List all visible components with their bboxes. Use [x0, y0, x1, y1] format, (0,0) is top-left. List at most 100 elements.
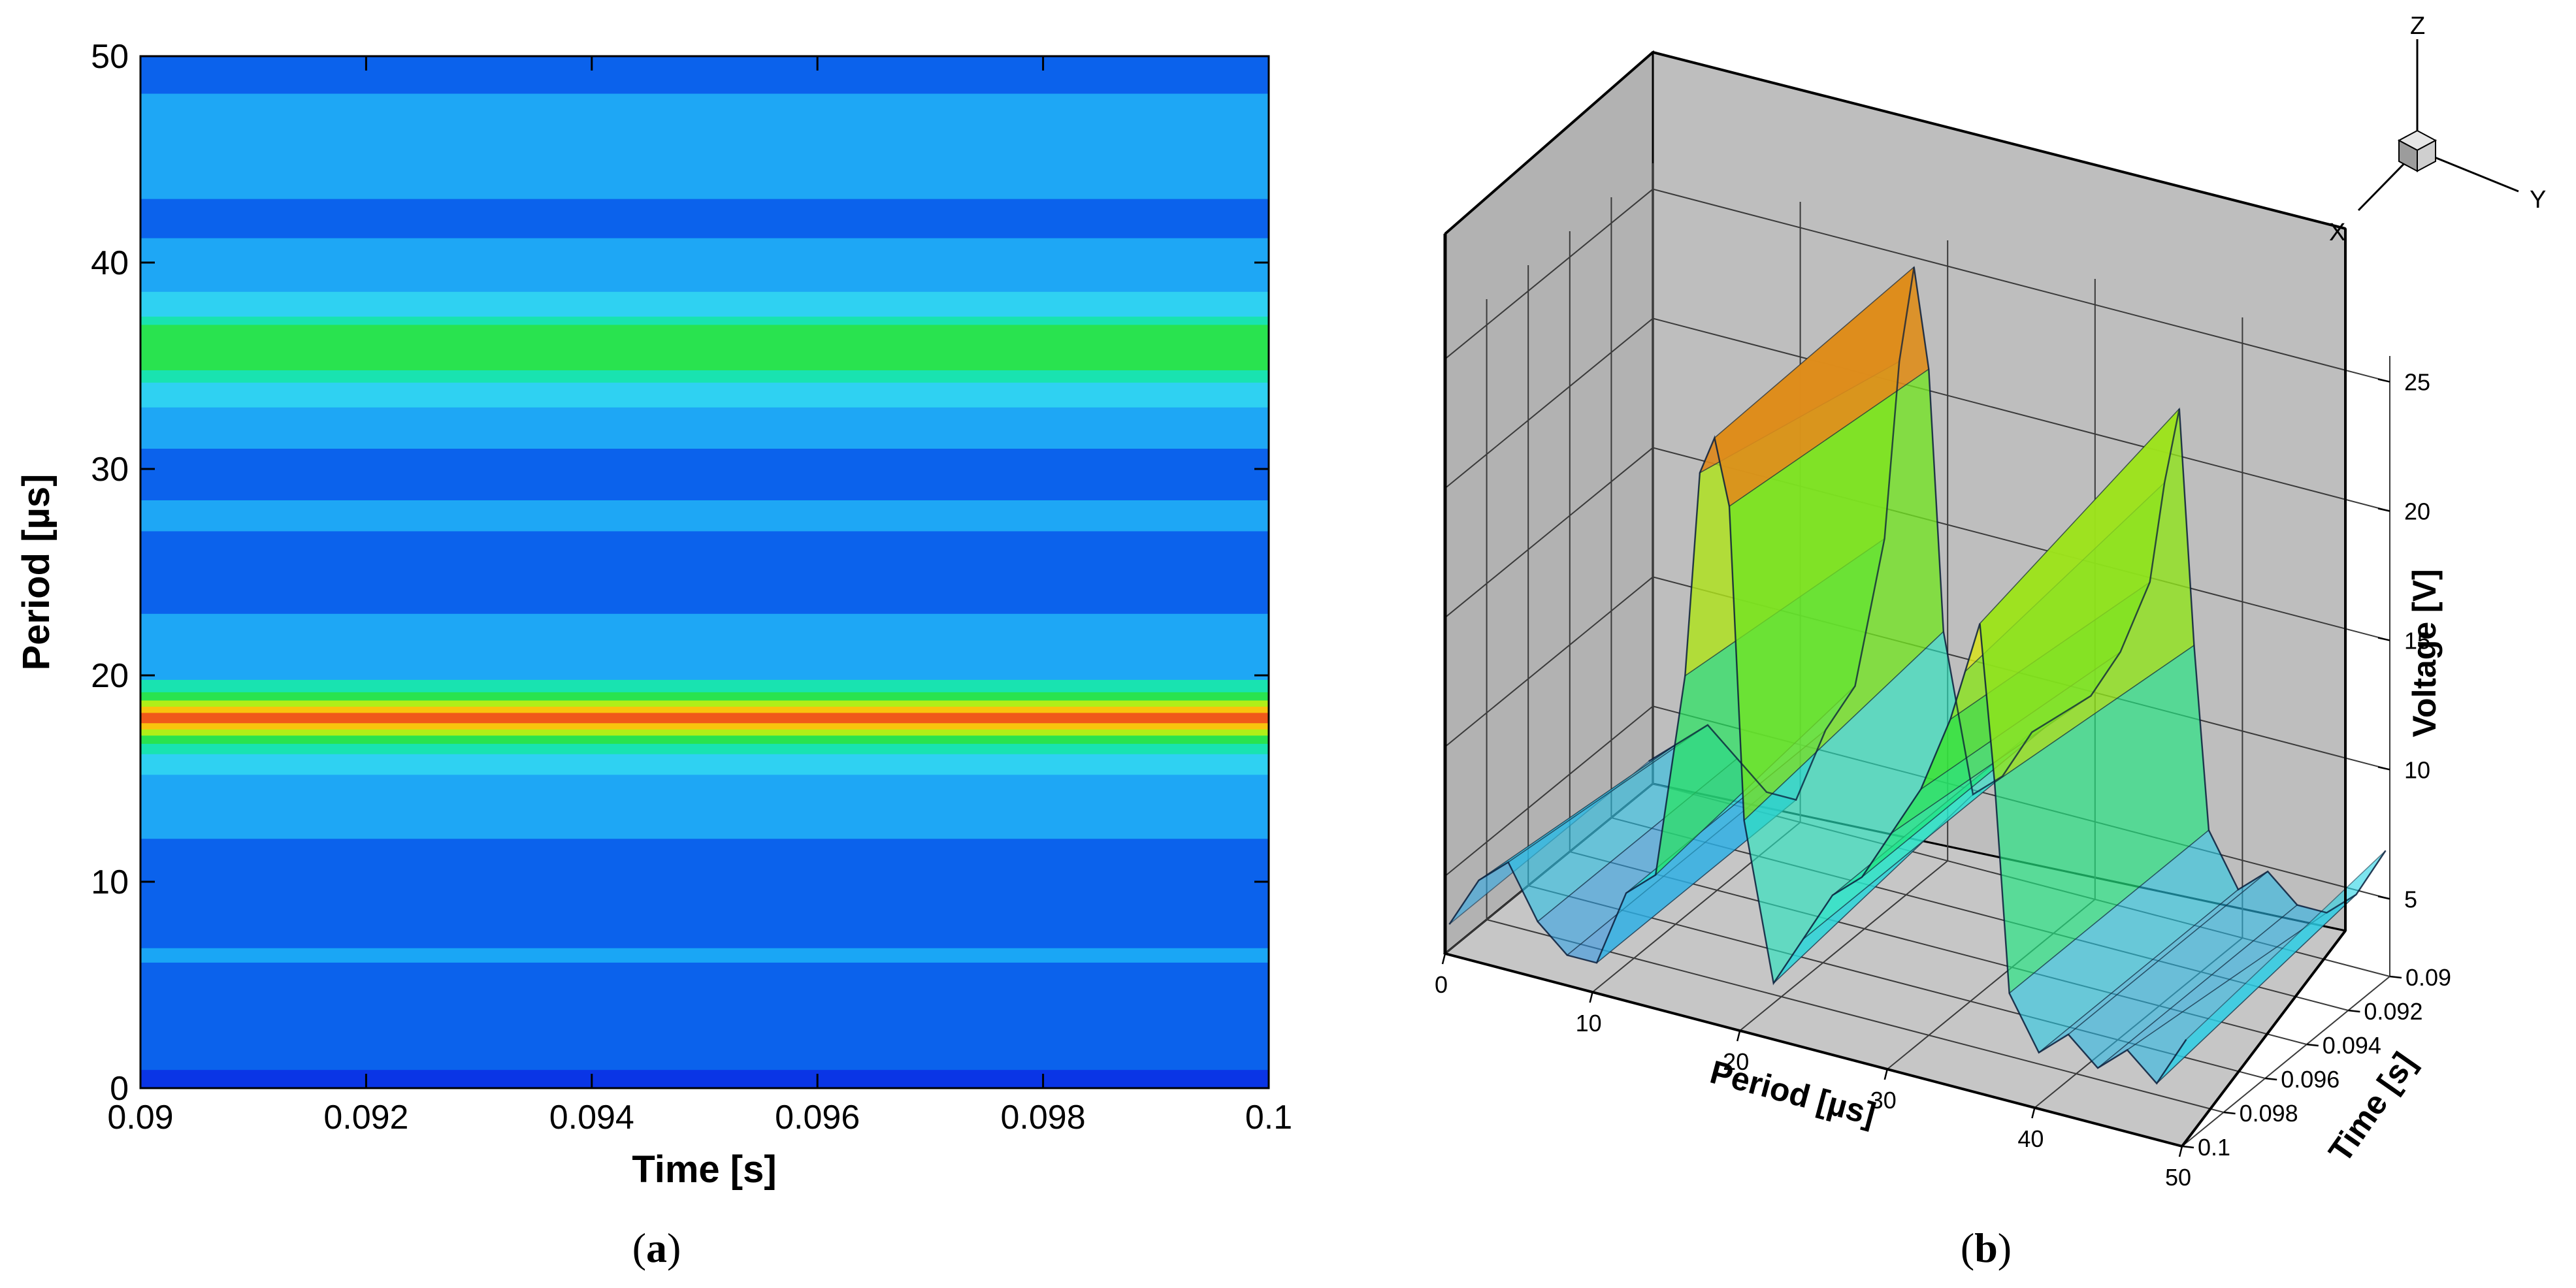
- time-tick-mark: [2348, 1009, 2360, 1013]
- time-tick-mark: [2223, 1111, 2236, 1115]
- x-axis-label: Time [s]: [632, 1148, 776, 1191]
- contour-band: [140, 962, 1269, 1071]
- contour-band: [140, 324, 1269, 370]
- contour-band: [140, 407, 1269, 449]
- contour-band: [140, 706, 1269, 713]
- contour-band: [140, 382, 1269, 408]
- x-tick-label: 0.09: [107, 1099, 173, 1136]
- contour-band: [140, 291, 1269, 317]
- y-tick-label: 10: [91, 863, 129, 901]
- plot-frame: [139, 55, 1270, 1089]
- z-tick-label: 10: [2404, 756, 2430, 783]
- period-tick-label: 0: [1435, 971, 1448, 998]
- z-tick-label: 20: [2404, 498, 2430, 525]
- contour-band: [140, 500, 1269, 532]
- contour-band: [140, 613, 1269, 680]
- contour-band: [140, 700, 1269, 707]
- period-axis-label: Period [µs]: [1706, 1054, 1880, 1133]
- floor-grid-line: [2181, 976, 2390, 1147]
- frame-edge: [1652, 51, 2346, 230]
- z-ticks: 5 10 15 20 25: [2377, 369, 2430, 912]
- contour-band: [140, 93, 1269, 199]
- z-axis-label: Voltage [V]: [2406, 569, 2443, 737]
- contour-band: [140, 735, 1269, 744]
- back-profile-line: [1648, 266, 2387, 914]
- frame-edge: [2181, 929, 2347, 1148]
- x-tick-label: 0.1: [1245, 1099, 1292, 1136]
- time-tick-label: 0.1: [2198, 1134, 2230, 1161]
- contour-band: [140, 712, 1269, 724]
- time-tick-mark: [2306, 1043, 2319, 1047]
- time-tick-mark: [2265, 1077, 2277, 1081]
- period-ticks: 0 10 20 30 40 50: [1435, 953, 2191, 1191]
- axes-triad: Z Y X: [2329, 12, 2546, 246]
- y-tick-label: 30: [91, 451, 129, 489]
- contour-band: [140, 238, 1269, 292]
- contour-band: [140, 774, 1269, 839]
- y-ticks: 0 10 20 30 40 50: [91, 38, 1269, 1108]
- y-tick-label: 20: [91, 657, 129, 695]
- frame-edge: [1444, 952, 2183, 1148]
- back-wall-grid-line: [1652, 317, 2390, 512]
- z-tick-mark: [2377, 378, 2390, 383]
- contour-band: [140, 199, 1269, 238]
- triad-x-label: X: [2329, 219, 2345, 246]
- panel-a-contour-plot: 0.09 0.092 0.094 0.096 0.098 0.1 01020304050 …: [15, 38, 1292, 1191]
- contour-band: [140, 56, 1269, 94]
- z-tick-label: 25: [2404, 369, 2430, 396]
- period-tick-label: 30: [1870, 1087, 1897, 1114]
- period-tick-label: 40: [2017, 1125, 2044, 1152]
- x-tick-label: 0.098: [1001, 1099, 1086, 1136]
- time-tick-mark: [2389, 975, 2402, 979]
- time-tick-label: 0.09: [2405, 964, 2451, 991]
- voltage-surface: [1448, 266, 2387, 1085]
- caption-b: (b): [1961, 1225, 2012, 1271]
- time-tick-label: 0.094: [2323, 1032, 2381, 1059]
- contour-band: [140, 1069, 1269, 1088]
- contour-band: [140, 948, 1269, 963]
- contour-bands: [140, 56, 1269, 1088]
- period-tick-mark: [1441, 953, 1446, 965]
- contour-band: [140, 692, 1269, 701]
- contour-band: [140, 448, 1269, 500]
- time-tick-mark: [2181, 1145, 2194, 1149]
- z-tick-mark: [2377, 507, 2390, 512]
- contour-band: [140, 679, 1269, 692]
- y-tick-label: 40: [91, 244, 129, 282]
- z-tick-label: 5: [2404, 886, 2417, 912]
- y-tick-label: 0: [110, 1070, 129, 1108]
- period-tick-label: 20: [1723, 1048, 1749, 1075]
- contour-band: [140, 370, 1269, 383]
- z-tick-mark: [2377, 637, 2390, 641]
- z-tick-label: 15: [2404, 627, 2430, 654]
- left-wall-grid-line: [1444, 576, 1654, 748]
- contour-band: [140, 729, 1269, 736]
- x-tick-label: 0.096: [775, 1099, 860, 1136]
- contour-band: [140, 316, 1269, 325]
- time-ticks: 0.09 0.092 0.094 0.096 0.098 0.1: [2181, 964, 2451, 1161]
- contour-band: [140, 743, 1269, 754]
- floor-grid-line: [1739, 860, 1948, 1031]
- period-tick-mark: [2031, 1107, 2036, 1119]
- time-tick-label: 0.098: [2240, 1100, 2298, 1127]
- period-tick-label: 10: [1576, 1010, 1602, 1037]
- left-wall-grid-line: [1444, 447, 1654, 619]
- left-wall-grid-line: [1444, 317, 1654, 489]
- y-tick-label: 50: [91, 38, 129, 76]
- time-tick-label: 0.096: [2281, 1066, 2340, 1093]
- front-profile-line: [1448, 435, 2187, 1085]
- frame-edge: [1444, 51, 1654, 235]
- period-tick-mark: [2178, 1146, 2183, 1157]
- contour-band: [140, 722, 1269, 730]
- x-tick-label: 0.094: [549, 1099, 634, 1136]
- time-axis-label: Time [s]: [2321, 1046, 2422, 1168]
- period-tick-mark: [1736, 1030, 1741, 1042]
- left-wall-grid-line: [1444, 188, 1654, 360]
- period-tick-label: 50: [2165, 1164, 2191, 1191]
- period-tick-mark: [1589, 991, 1593, 1003]
- z-tick-mark: [2377, 766, 2390, 771]
- caption-a: (a): [632, 1225, 681, 1271]
- back-wall-grid-line: [1652, 188, 2390, 383]
